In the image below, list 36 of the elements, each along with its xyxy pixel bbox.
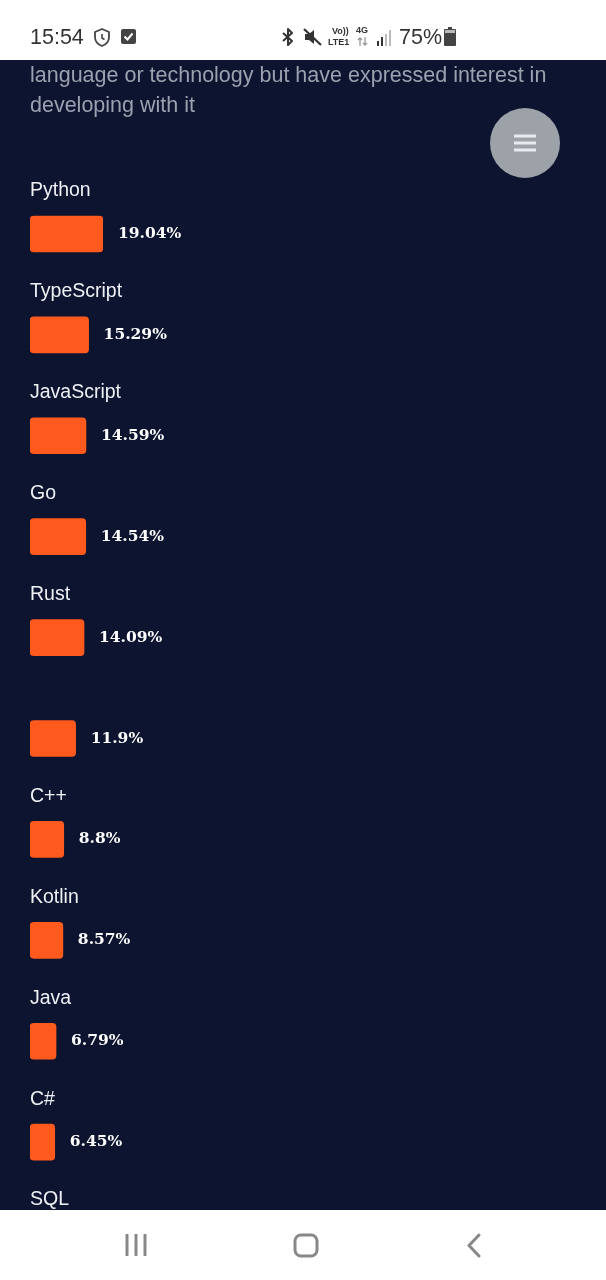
data-label: 14.09%	[99, 626, 163, 646]
y-tick-label: TypeScript	[30, 279, 123, 302]
data-label: 6.79%	[71, 1030, 124, 1050]
data-label: 11.9%	[90, 727, 144, 747]
bar	[30, 316, 89, 354]
y-tick-label: C++	[30, 783, 67, 806]
data-label: 19.04%	[118, 222, 182, 242]
bar	[30, 821, 65, 858]
data-label: 14.54%	[100, 525, 165, 545]
bar	[30, 720, 76, 757]
y-tick-label: Rust	[30, 581, 71, 604]
text: Vo))	[332, 26, 349, 36]
y-tick-label: C#	[30, 1086, 56, 1109]
y-tick-label: Go	[30, 481, 57, 504]
data-label: 15.29%	[103, 323, 168, 343]
data-label: 8.57%	[77, 929, 131, 949]
text: 75%	[399, 25, 443, 49]
y-tick-label: Java	[30, 985, 72, 1008]
text: 4G	[356, 25, 369, 35]
data-label: 14.59%	[100, 424, 165, 444]
y-tick-label: SQL	[30, 1187, 70, 1210]
bar	[30, 1022, 57, 1060]
text: LTE1	[328, 37, 350, 47]
y-tick-label: Python	[30, 178, 91, 201]
bar	[30, 518, 87, 556]
text: language or technology but have expressed interest in developing with it	[30, 62, 548, 119]
bar	[30, 921, 64, 959]
text: 15:54	[30, 25, 84, 49]
bar	[30, 619, 85, 656]
bar	[30, 1123, 56, 1161]
y-tick-label: JavaScript	[30, 380, 122, 403]
data-label: 8.8%	[78, 828, 121, 848]
data-label: 6.45%	[69, 1131, 123, 1151]
y-tick-label: Kotlin	[30, 884, 79, 907]
bar	[30, 215, 103, 253]
bar	[30, 417, 87, 455]
